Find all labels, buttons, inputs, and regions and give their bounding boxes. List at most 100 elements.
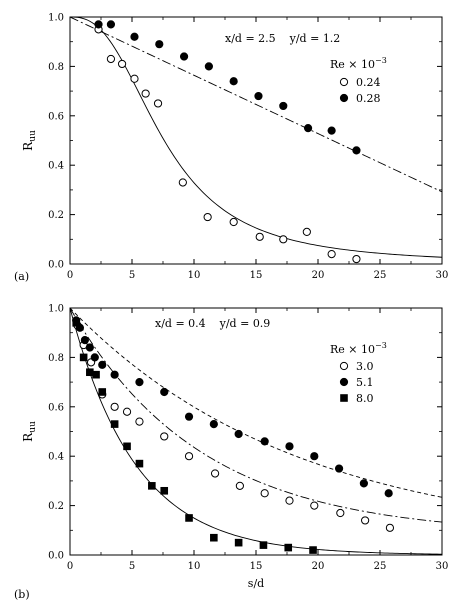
panel-label: (a): [14, 270, 29, 283]
y-tick-label: 0.4: [48, 452, 64, 463]
data-point-0.24: [106, 54, 116, 64]
data-point-5.1: [260, 437, 269, 446]
x-tick-label: 5: [129, 270, 135, 281]
x-tick-label: 15: [250, 270, 263, 281]
legend-marker-0.24: [339, 77, 349, 87]
data-point-5.1: [90, 353, 99, 362]
data-point-0.28: [279, 101, 288, 111]
x-tick-label: 30: [436, 270, 449, 281]
fit-curve-3.0: [70, 308, 442, 523]
data-point-8.0: [259, 541, 268, 549]
legend-entry-label: 0.24: [356, 76, 381, 89]
condition-annotation: x/d = 0.4 y/d = 0.9: [155, 317, 270, 330]
x-tick-label: 10: [188, 561, 201, 572]
x-tick-label: 25: [374, 270, 387, 281]
data-point-8.0: [135, 459, 144, 468]
data-point-3.0: [160, 432, 169, 441]
y-axis-label-subscript: uu: [28, 421, 38, 433]
data-point-0.28: [94, 20, 103, 29]
data-point-0.28: [254, 91, 263, 101]
data-point-0.24: [279, 235, 288, 244]
data-point-3.0: [210, 469, 220, 478]
data-point-5.1: [209, 419, 218, 429]
data-point-5.1: [80, 336, 89, 345]
data-point-0.24: [117, 59, 127, 69]
y-tick-label: 0.8: [48, 353, 64, 364]
fit-curve-0.28: [70, 17, 442, 193]
data-point-8.0: [110, 420, 119, 428]
y-axis-label: Ruu: [21, 130, 38, 151]
data-point-3.0: [285, 496, 294, 505]
data-point-8.0: [92, 370, 100, 379]
legend-title-exponent: −3: [375, 341, 387, 350]
y-tick-label: 0.0: [48, 260, 64, 271]
y-axis-label-main: R: [21, 432, 35, 442]
data-point-3.0: [122, 407, 132, 416]
y-tick-label: 0.6: [48, 111, 64, 122]
data-point-0.28: [179, 52, 189, 61]
data-point-3.0: [361, 516, 370, 525]
data-point-5.1: [160, 387, 169, 397]
legend-title-text: Re × 10: [330, 58, 375, 71]
y-tick-label: 0.2: [48, 501, 64, 512]
data-point-8.0: [234, 538, 243, 547]
x-tick-label: 20: [312, 270, 325, 281]
data-point-5.1: [334, 464, 344, 473]
legend-title-text: Re × 10: [330, 343, 375, 356]
fit-curve-0.24: [70, 17, 442, 258]
data-point-3.0: [235, 481, 244, 490]
data-point-0.24: [327, 250, 336, 259]
legend-title: Re × 10−3: [330, 56, 387, 71]
y-tick-label: 1.0: [48, 304, 64, 315]
x-tick-label: 20: [312, 561, 325, 572]
y-axis-label-main: R: [21, 141, 35, 151]
data-point-0.28: [352, 146, 361, 155]
data-point-8.0: [123, 442, 131, 451]
data-point-0.28: [204, 62, 213, 71]
legend-entry-label: 0.28: [356, 92, 381, 105]
data-point-8.0: [72, 319, 80, 327]
data-point-0.24: [203, 212, 212, 222]
data-point-0.24: [255, 232, 264, 241]
x-tick-label: 0: [67, 561, 73, 572]
legend-marker-0.28: [339, 93, 349, 103]
data-point-3.0: [260, 489, 269, 498]
data-point-0.24: [229, 217, 238, 227]
x-tick-label: 30: [436, 561, 449, 572]
y-tick-label: 0.8: [48, 62, 64, 73]
data-point-0.28: [327, 126, 336, 135]
data-point-5.1: [384, 489, 393, 498]
data-point-0.28: [155, 40, 164, 49]
y-tick-label: 0.4: [48, 161, 64, 172]
data-point-0.24: [130, 74, 139, 83]
x-tick-label: 25: [374, 561, 387, 572]
panel-label: (b): [14, 588, 30, 601]
data-point-0.24: [352, 254, 361, 264]
y-tick-label: 1.0: [48, 13, 64, 24]
data-point-8.0: [148, 482, 156, 490]
legend-entry-label: 3.0: [356, 360, 374, 373]
data-point-8.0: [98, 388, 107, 396]
y-axis-label-subscript: uu: [28, 130, 38, 142]
data-point-3.0: [184, 452, 194, 461]
data-point-5.1: [359, 479, 368, 488]
fit-curve-8.0: [70, 308, 442, 555]
plot-frame: [69, 16, 443, 265]
data-point-8.0: [210, 533, 218, 542]
data-point-5.1: [310, 452, 319, 461]
data-point-5.1: [184, 412, 194, 421]
data-point-3.0: [336, 508, 345, 518]
data-point-0.24: [178, 178, 187, 187]
legend-marker-3.0: [339, 361, 349, 371]
data-point-8.0: [160, 486, 169, 495]
y-axis-label: Ruu: [21, 421, 38, 442]
legend-entry-label: 5.1: [356, 376, 374, 389]
data-point-5.1: [285, 442, 294, 451]
data-point-0.28: [130, 32, 139, 41]
y-tick-label: 0.2: [48, 210, 64, 221]
legend-title-exponent: −3: [375, 56, 387, 65]
data-point-5.1: [135, 378, 144, 387]
data-point-8.0: [309, 546, 317, 554]
data-point-8.0: [284, 543, 293, 552]
